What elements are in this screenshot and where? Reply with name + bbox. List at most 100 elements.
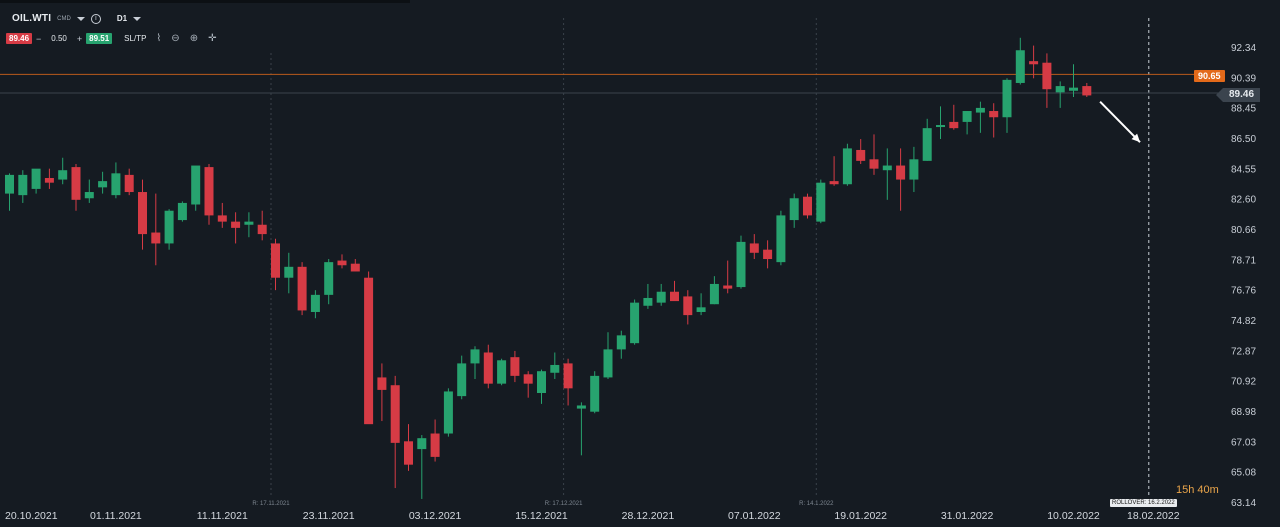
- last-price-label: 89.46: [1215, 88, 1261, 102]
- candle-46: [616, 335, 626, 350]
- candle-66: [882, 165, 892, 171]
- line-chart-icon[interactable]: ⌇: [156, 32, 162, 44]
- candle-26: [350, 263, 360, 272]
- candle-61: [816, 182, 826, 222]
- minus-icon[interactable]: −: [36, 33, 42, 44]
- candle-12: [164, 210, 174, 244]
- candle-17: [231, 221, 241, 228]
- candle-57: [763, 249, 773, 260]
- sl-tp-button[interactable]: SL/TP: [124, 34, 147, 43]
- y-tick-label-9: 74.82: [1231, 316, 1256, 327]
- candle-22: [297, 266, 307, 311]
- candle-50: [670, 291, 679, 302]
- candle-63: [842, 148, 852, 185]
- candle-38: [510, 357, 520, 376]
- symbol-row: OIL.WTI CMD i D1: [12, 13, 142, 24]
- y-tick-label-6: 80.66: [1231, 225, 1256, 236]
- candle-34: [457, 363, 467, 397]
- candle-55: [736, 241, 746, 288]
- candle-77: [1029, 61, 1039, 65]
- x-tick-label-1: 01.11.2021: [90, 510, 142, 522]
- sell-button[interactable]: 89.46: [6, 33, 33, 44]
- plus-icon[interactable]: +: [76, 33, 83, 44]
- candle-0: [5, 174, 14, 194]
- y-tick-label-7: 78.71: [1231, 255, 1256, 266]
- zoom-in-icon[interactable]: ⊕: [189, 32, 199, 44]
- instrument-type-badge: CMD: [57, 15, 71, 22]
- trade-row: 89.46 − 0.50 + 89.51 SL/TP ⌇ ⊖ ⊕ ✛: [6, 33, 216, 44]
- candle-58: [776, 215, 786, 263]
- candle-76: [1015, 50, 1025, 83]
- candle-36: [483, 352, 493, 384]
- x-tick-label-10: 10.02.2022: [1047, 510, 1100, 522]
- candle-51: [683, 296, 693, 316]
- rollover-marker-label-0: R: 17.11.2021: [252, 501, 290, 507]
- y-tick-label-3: 86.50: [1231, 134, 1256, 145]
- trend-arrow-line: [1099, 100, 1141, 143]
- buy-button[interactable]: 89.51: [86, 33, 113, 44]
- candle-7: [98, 181, 108, 188]
- candle-79: [1055, 86, 1065, 93]
- symbol-label[interactable]: OIL.WTI: [12, 13, 52, 24]
- candle-75: [1002, 79, 1012, 118]
- candle-13: [177, 202, 187, 221]
- y-tick-label-11: 70.92: [1231, 377, 1256, 388]
- candle-68: [909, 159, 919, 180]
- candle-8: [111, 173, 121, 196]
- candle-74: [989, 111, 999, 118]
- x-tick-label-3: 23.11.2021: [303, 510, 355, 522]
- candle-33: [443, 391, 453, 434]
- candle-2: [31, 168, 41, 189]
- candle-49: [656, 291, 666, 303]
- x-tick-label-0: 20.10.2021: [5, 510, 58, 522]
- y-tick-label-2: 88.45: [1231, 104, 1256, 115]
- y-tick-label-8: 76.76: [1231, 286, 1256, 297]
- candle-23: [310, 294, 320, 312]
- x-tick-label-2: 11.11.2021: [197, 510, 248, 522]
- candle-56: [749, 243, 759, 253]
- candle-81: [1082, 86, 1092, 96]
- top-border: [0, 0, 410, 3]
- x-tick-label-5: 15.12.2021: [515, 510, 568, 522]
- candle-20: [271, 243, 280, 278]
- candle-65: [869, 159, 879, 169]
- x-tick-label-9: 31.01.2022: [941, 510, 994, 522]
- candle-54: [723, 285, 733, 289]
- candle-19: [257, 224, 267, 235]
- candle-18: [244, 221, 254, 225]
- candle-9: [124, 174, 134, 193]
- candle-6: [84, 192, 94, 199]
- y-tick-label-1: 90.39: [1231, 73, 1256, 84]
- timeframe-caret-down-icon[interactable]: [133, 16, 142, 21]
- candle-53: [709, 283, 719, 305]
- candle-80: [1069, 87, 1078, 91]
- y-tick-label-12: 68.98: [1231, 407, 1256, 418]
- candle-31: [417, 438, 427, 450]
- candle-60: [803, 196, 812, 216]
- candle-10: [138, 192, 147, 235]
- candle-32: [430, 433, 440, 457]
- trend-arrow-head: [1131, 133, 1140, 143]
- timeframe-selector[interactable]: D1: [116, 14, 128, 23]
- y-tick-label-5: 82.60: [1231, 195, 1256, 206]
- crosshair-icon[interactable]: ✛: [208, 32, 217, 44]
- candle-44: [590, 375, 600, 412]
- candle-42: [563, 363, 573, 389]
- candle-70: [936, 125, 945, 128]
- zoom-out-icon[interactable]: ⊖: [171, 32, 180, 44]
- info-icon[interactable]: i: [90, 13, 101, 24]
- candle-71: [949, 121, 959, 129]
- candle-41: [550, 364, 560, 373]
- quantity-input[interactable]: 0.50: [51, 34, 67, 43]
- caret-down-icon[interactable]: [76, 16, 85, 21]
- y-tick-label-13: 67.03: [1231, 437, 1256, 448]
- candle-3: [44, 178, 54, 183]
- y-tick-label-10: 72.87: [1231, 346, 1256, 357]
- candle-37: [497, 360, 507, 384]
- y-tick-label-0: 92.34: [1231, 43, 1256, 54]
- horizontal-level-label[interactable]: 90.65: [1194, 70, 1225, 82]
- x-tick-label-11: 18.02.2022: [1127, 510, 1180, 522]
- candle-21: [284, 266, 294, 278]
- x-tick-label-6: 28.12.2021: [622, 510, 675, 522]
